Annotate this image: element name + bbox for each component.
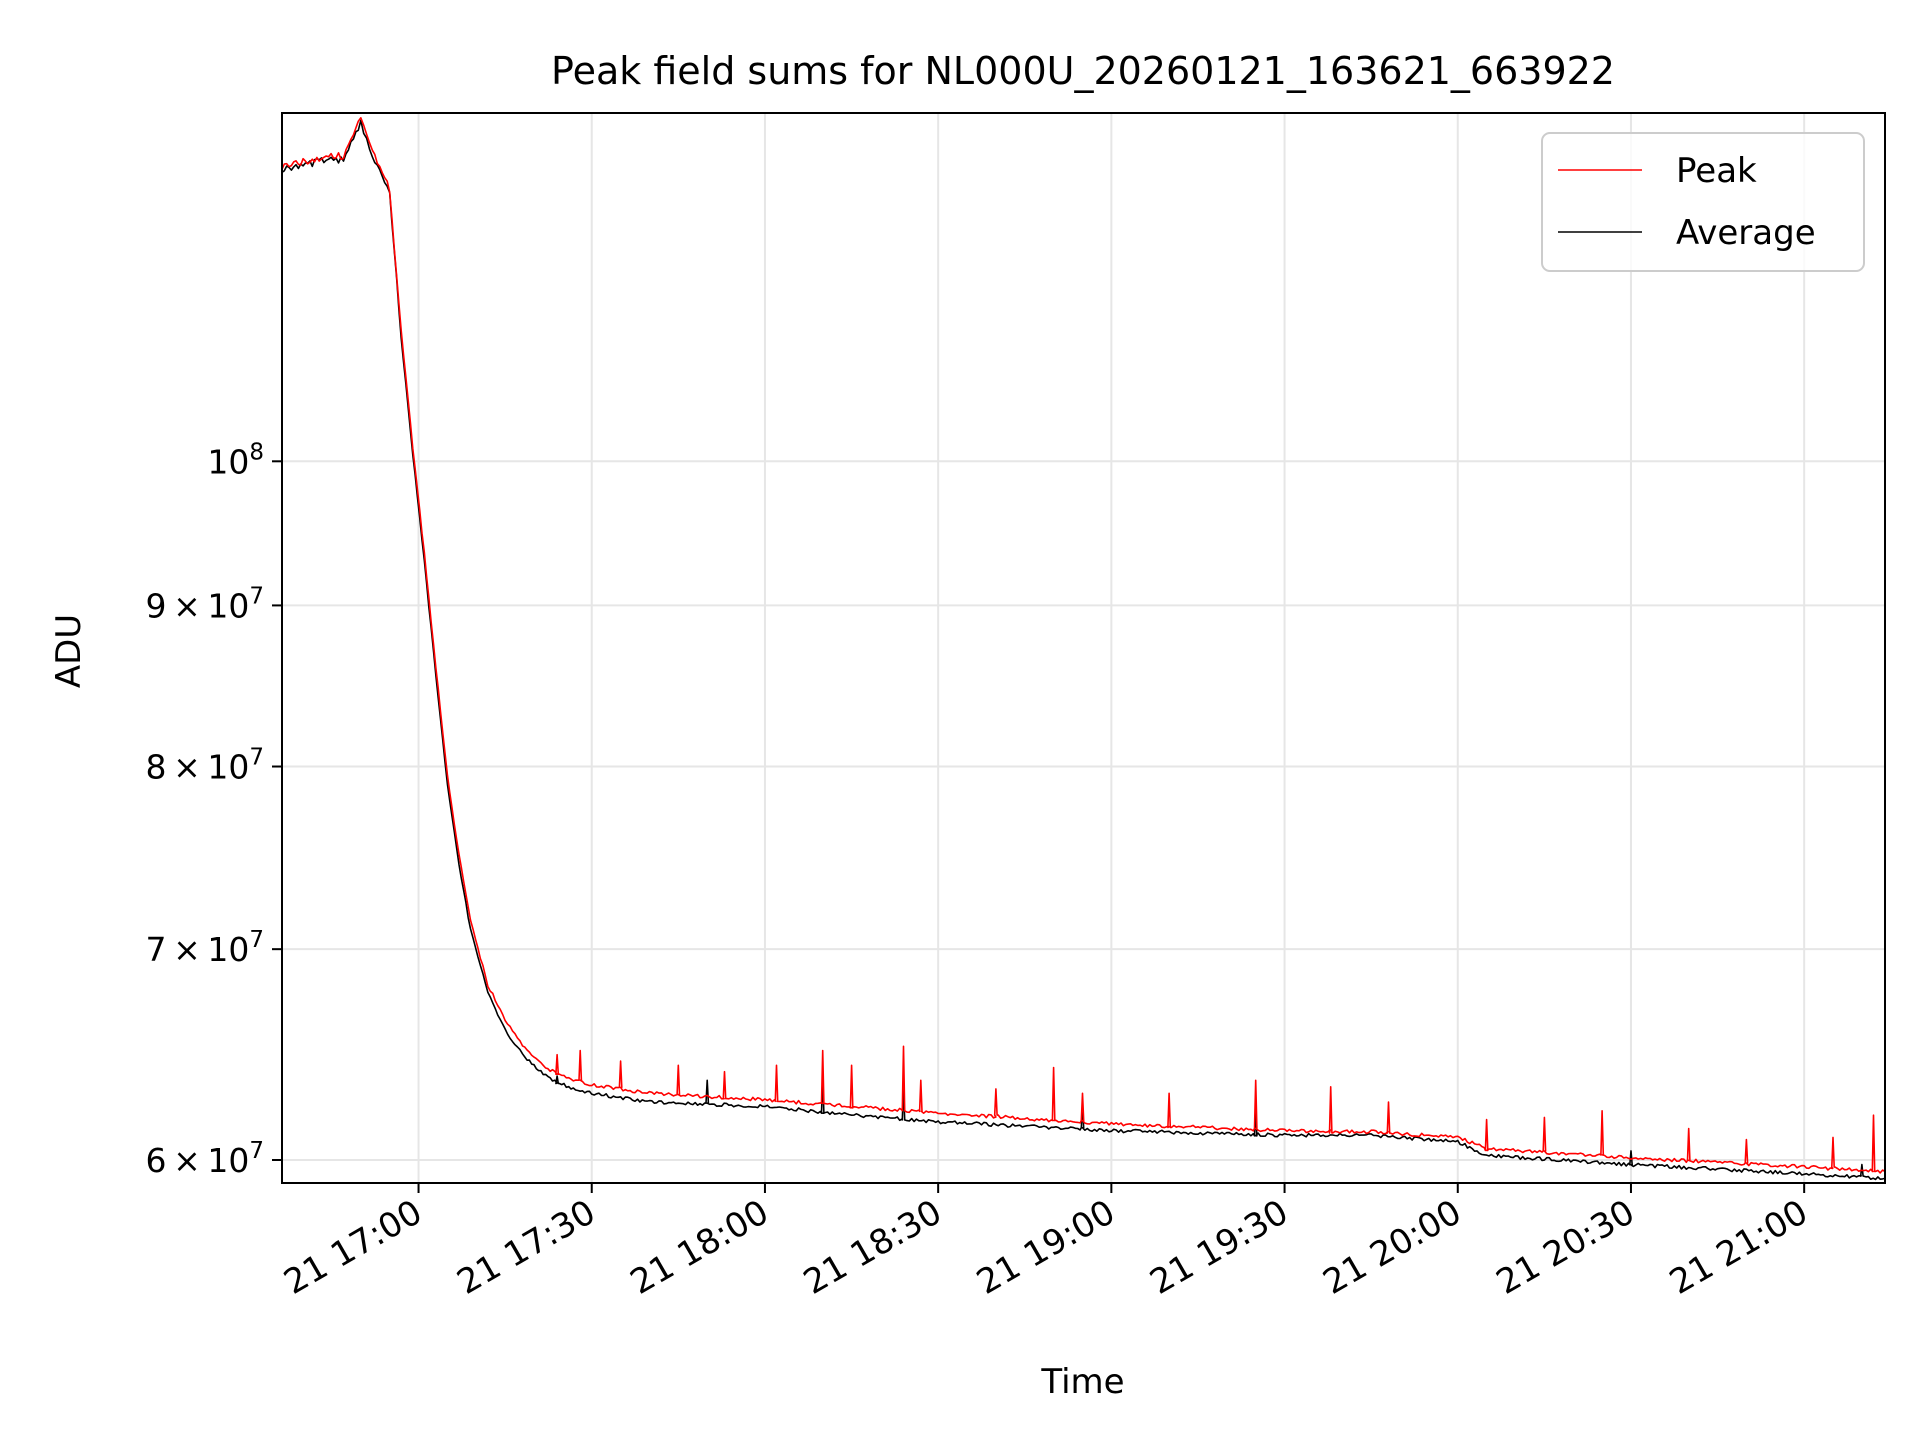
y-axis-ticks: 6 × 107 7 × 107 8 × 107 9 × 107 108 xyxy=(146,439,282,1180)
series-line-average xyxy=(281,119,1886,1181)
series-line-peak xyxy=(281,117,1886,1174)
legend-peak-label: Peak xyxy=(1676,151,1757,191)
y-tick-label: 108 xyxy=(207,439,264,481)
chart-title: Peak field sums for NL000U_20260121_1636… xyxy=(551,49,1615,93)
y-tick-label: 7 × 107 xyxy=(146,927,264,969)
y-tick-label: 9 × 107 xyxy=(146,583,264,625)
y-tick-label: 6 × 107 xyxy=(146,1138,264,1180)
y-axis-label: ADU xyxy=(49,614,89,688)
legend: Peak Average xyxy=(1541,132,1865,272)
plot-frame xyxy=(281,112,1886,1184)
x-axis-label: Time xyxy=(1040,1362,1124,1402)
legend-average-label: Average xyxy=(1676,213,1816,253)
series-layer xyxy=(281,117,1886,1181)
y-tick-label: 8 × 107 xyxy=(146,745,264,787)
grid xyxy=(282,113,1885,1183)
legend-box xyxy=(1541,132,1865,272)
